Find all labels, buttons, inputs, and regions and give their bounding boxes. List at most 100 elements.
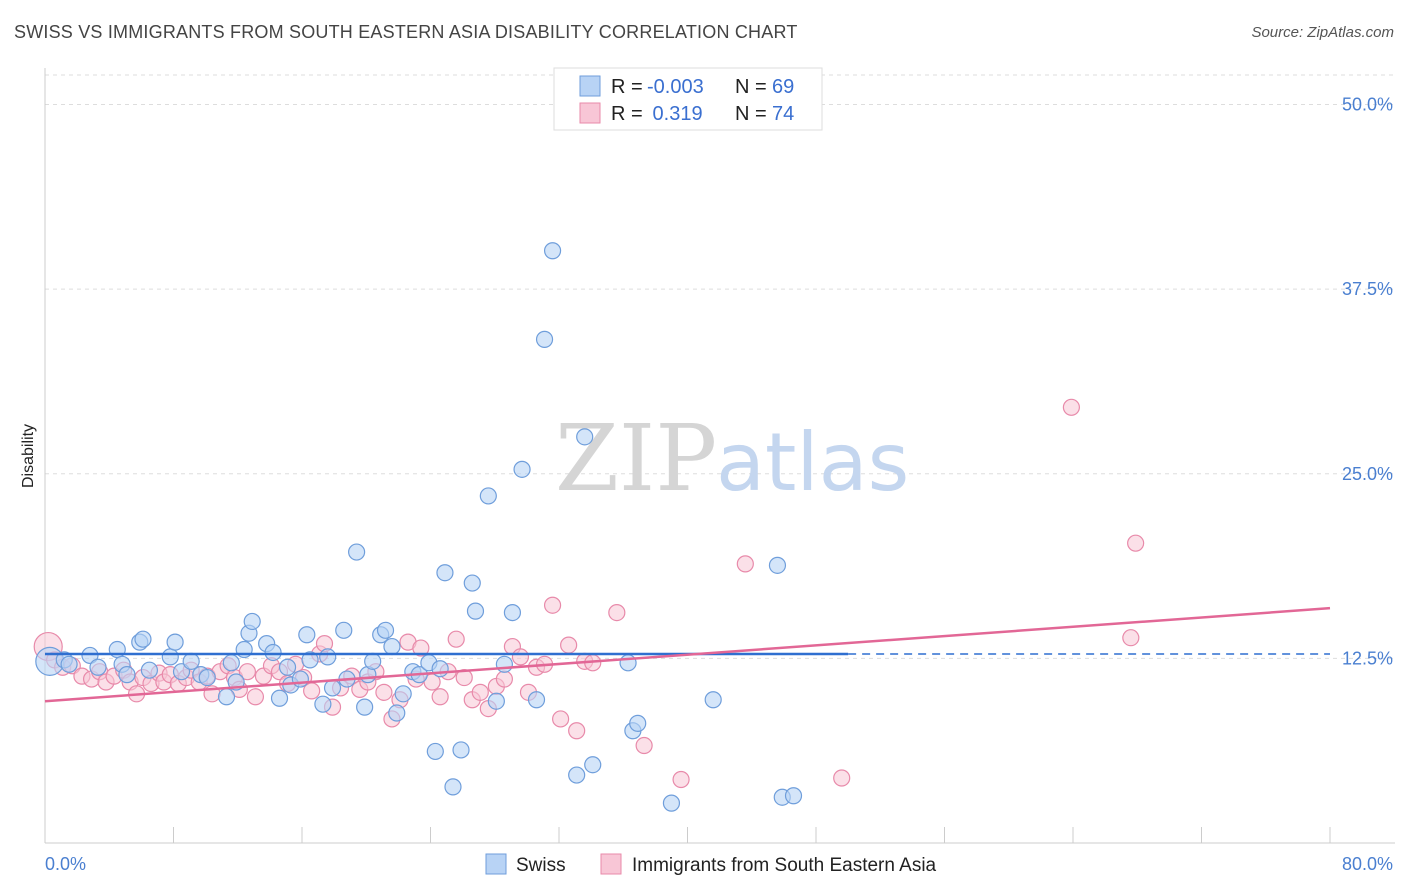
asia-point bbox=[471, 683, 489, 701]
source-label: Source: ZipAtlas.com bbox=[1251, 24, 1394, 41]
asia-point bbox=[455, 668, 473, 687]
swiss-series-label: Swiss bbox=[516, 855, 566, 876]
asia-point bbox=[1062, 398, 1080, 416]
stats-legend: R = -0.003 N = 69 R = 0.319 N = 74 bbox=[553, 67, 823, 131]
y-axis-label: Disability bbox=[20, 424, 37, 488]
asia-point bbox=[412, 639, 430, 657]
swiss-point bbox=[431, 660, 449, 678]
swiss-point bbox=[166, 633, 184, 651]
asia-point bbox=[608, 603, 626, 622]
asia-point bbox=[833, 769, 851, 787]
swiss-point bbox=[513, 460, 531, 478]
chart-title: SWISS VS IMMIGRANTS FROM SOUTH EASTERN A… bbox=[14, 22, 798, 42]
swiss-point bbox=[314, 695, 332, 713]
asia-point bbox=[543, 596, 562, 614]
swiss-point bbox=[495, 655, 513, 673]
swiss-series-swatch bbox=[485, 853, 507, 875]
swiss-point bbox=[217, 688, 236, 706]
swiss-point bbox=[619, 654, 637, 672]
x-tick-label: 0.0% bbox=[45, 854, 86, 874]
swiss-point bbox=[291, 670, 309, 688]
swiss-point bbox=[444, 778, 462, 796]
asia-r-value: 0.319 bbox=[647, 103, 703, 125]
asia-point bbox=[560, 636, 578, 654]
asia-point bbox=[635, 736, 653, 755]
swiss-point bbox=[463, 574, 481, 592]
y-tick-label: 50.0% bbox=[1342, 95, 1393, 115]
swiss-point bbox=[584, 756, 602, 774]
asia-point bbox=[1122, 629, 1140, 647]
swiss-point bbox=[182, 652, 200, 670]
swiss-points bbox=[35, 242, 803, 812]
swiss-point bbox=[60, 655, 78, 673]
swiss-point bbox=[118, 666, 136, 684]
swiss-point bbox=[319, 648, 337, 666]
swiss-point bbox=[298, 626, 316, 644]
swiss-legend-swatch bbox=[579, 75, 601, 97]
asia-point bbox=[552, 710, 570, 728]
swiss-point bbox=[426, 742, 444, 761]
asia-point bbox=[672, 770, 690, 789]
asia-point bbox=[568, 722, 586, 740]
swiss-point bbox=[436, 564, 454, 582]
asia-trend-line bbox=[44, 606, 1331, 703]
axes bbox=[44, 68, 1395, 844]
swiss-point bbox=[543, 242, 562, 260]
asia-point bbox=[511, 648, 530, 666]
y-tick-label: 25.0% bbox=[1342, 464, 1393, 484]
swiss-point bbox=[81, 646, 99, 665]
swiss-point bbox=[356, 698, 374, 716]
swiss-point bbox=[629, 714, 647, 732]
swiss-point bbox=[527, 691, 546, 709]
swiss-point bbox=[376, 621, 395, 639]
asia-point bbox=[495, 670, 513, 688]
swiss-point bbox=[89, 658, 107, 676]
asia-r-label: R = bbox=[611, 103, 643, 125]
asia-series-swatch bbox=[600, 853, 622, 875]
swiss-point bbox=[222, 654, 240, 672]
series-legend: Swiss Immigrants from South Eastern Asia bbox=[485, 853, 937, 876]
swiss-point bbox=[264, 643, 282, 662]
watermark-zip: ZIP bbox=[555, 405, 717, 512]
x-tick-label: 80.0% bbox=[1342, 854, 1393, 874]
swiss-point bbox=[301, 651, 319, 669]
swiss-point bbox=[243, 612, 261, 631]
asia-point bbox=[1127, 534, 1145, 552]
y-tick-label: 12.5% bbox=[1342, 648, 1393, 668]
swiss-point bbox=[198, 668, 216, 687]
swiss-point bbox=[134, 630, 152, 648]
swiss-n-value: 69 bbox=[772, 76, 794, 98]
asia-point bbox=[375, 683, 393, 701]
y-tick-label: 37.5% bbox=[1342, 279, 1393, 299]
asia-point bbox=[447, 630, 465, 648]
swiss-point bbox=[568, 766, 586, 784]
watermark-atlas: atlas bbox=[716, 416, 909, 509]
asia-series-label: Immigrants from South Eastern Asia bbox=[632, 855, 937, 876]
swiss-point bbox=[662, 794, 681, 812]
swiss-point bbox=[768, 556, 787, 574]
asia-legend-swatch bbox=[579, 102, 601, 124]
swiss-point bbox=[784, 787, 803, 805]
swiss-point bbox=[704, 691, 722, 709]
swiss-point bbox=[394, 685, 412, 703]
swiss-point bbox=[270, 689, 289, 707]
swiss-point bbox=[388, 704, 406, 722]
trend-lines bbox=[44, 606, 1331, 703]
asia-n-label: N = bbox=[735, 103, 767, 125]
swiss-point bbox=[348, 543, 366, 561]
swiss-point bbox=[140, 661, 159, 679]
swiss-point bbox=[161, 648, 179, 666]
asia-point bbox=[238, 663, 256, 681]
swiss-point bbox=[487, 692, 505, 710]
swiss-point bbox=[576, 428, 594, 446]
tick-labels: 12.5% 25.0% 37.5% 50.0% 0.0% 80.0% bbox=[45, 95, 1393, 874]
asia-n-value: 74 bbox=[772, 103, 794, 125]
swiss-point bbox=[383, 637, 401, 656]
swiss-point bbox=[335, 621, 353, 639]
swiss-r-label: R = bbox=[611, 76, 643, 98]
asia-point bbox=[736, 555, 754, 573]
asia-point bbox=[246, 688, 265, 706]
watermark: ZIP atlas bbox=[555, 405, 909, 512]
swiss-point bbox=[535, 330, 554, 348]
